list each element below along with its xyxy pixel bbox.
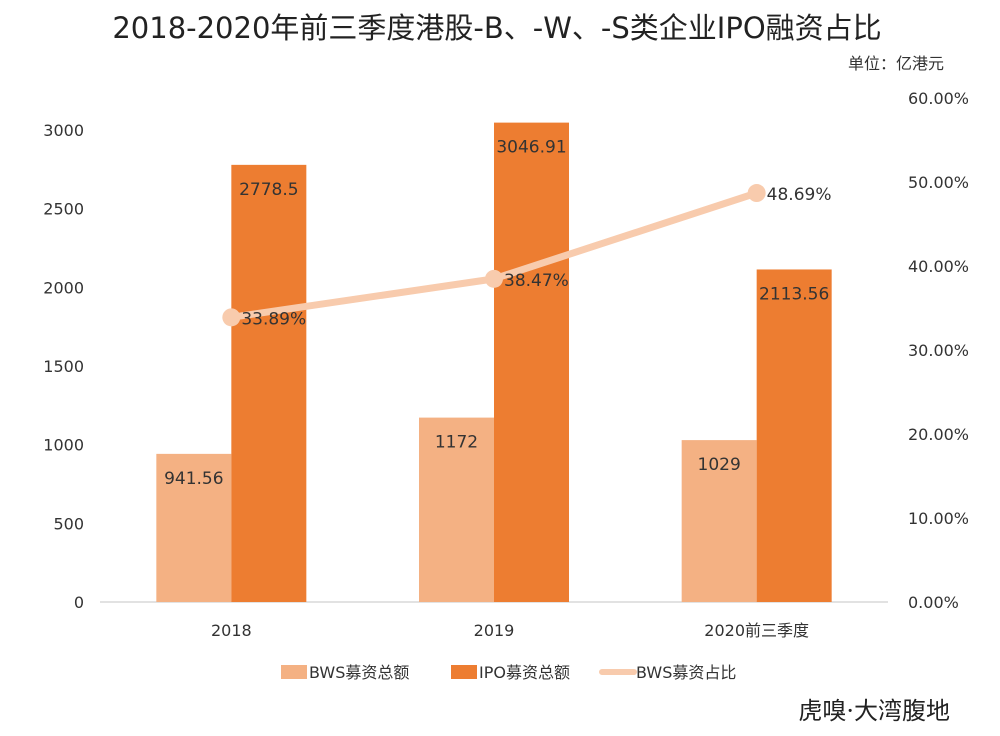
line-data-label: 33.89% bbox=[241, 309, 306, 329]
bar-data-label: 3046.91 bbox=[496, 138, 566, 158]
bar-data-label: 2113.56 bbox=[759, 284, 829, 304]
y-left-tick-label: 1000 bbox=[43, 436, 84, 455]
bars bbox=[156, 122, 832, 602]
bar-data-label: 2778.5 bbox=[239, 180, 298, 200]
bar-data-label: 941.56 bbox=[164, 469, 223, 489]
x-axis: 2018 2019 2020前三季度 bbox=[211, 621, 809, 640]
line-point bbox=[222, 308, 241, 327]
legend-swatch-bws-total bbox=[281, 665, 307, 679]
y-left-tick-label: 1500 bbox=[43, 357, 84, 376]
y-axis-right: 0.00% 10.00% 20.00% 30.00% 40.00% 50.00% 60.00… bbox=[908, 89, 969, 612]
y-left-tick-label: 2000 bbox=[43, 278, 84, 297]
bar-data-label: 1172 bbox=[435, 433, 478, 453]
y-left-tick-label: 500 bbox=[53, 514, 84, 533]
bar bbox=[681, 440, 757, 602]
y-left-tick-label: 0 bbox=[74, 593, 84, 612]
legend: BWS募资总额 IPO募资总额 BWS募资占比 bbox=[281, 663, 736, 682]
y-left-tick-label: 2500 bbox=[43, 200, 84, 219]
legend-label-bws-total: BWS募资总额 bbox=[309, 663, 409, 682]
bar-data-label: 1029 bbox=[698, 455, 741, 475]
bar bbox=[756, 269, 832, 602]
watermark-logo: 虎嗅·大湾腹地 bbox=[798, 697, 950, 725]
x-tick-label: 2019 bbox=[474, 621, 515, 640]
legend-label-ipo-total: IPO募资总额 bbox=[479, 663, 570, 682]
y-left-tick-label: 3000 bbox=[43, 121, 84, 140]
chart-title: 2018-2020年前三季度港股-B、-W、-S类企业IPO融资占比 bbox=[112, 11, 881, 45]
y-right-tick-label: 30.00% bbox=[908, 341, 969, 360]
y-right-tick-label: 20.00% bbox=[908, 425, 969, 444]
line-point bbox=[485, 269, 503, 288]
y-right-tick-label: 0.00% bbox=[908, 593, 959, 612]
line-data-label: 48.69% bbox=[767, 185, 832, 205]
legend-swatch-ipo-total bbox=[451, 665, 477, 679]
data-labels: 941.56 2778.5 1172 3046.91 1029 2113.56 33.89%… bbox=[164, 138, 831, 489]
x-tick-label: 2020前三季度 bbox=[704, 621, 809, 640]
x-tick-label: 2018 bbox=[211, 621, 252, 640]
y-axis-left: 0 500 1000 1500 2000 2500 3000 bbox=[43, 121, 84, 612]
bar bbox=[156, 453, 232, 602]
line-data-label: 38.47% bbox=[504, 271, 569, 291]
y-right-tick-label: 50.00% bbox=[908, 173, 969, 192]
y-right-tick-label: 40.00% bbox=[908, 257, 969, 276]
y-right-tick-label: 60.00% bbox=[908, 89, 969, 108]
legend-label-bws-ratio: BWS募资占比 bbox=[636, 663, 736, 682]
y-right-tick-label: 10.00% bbox=[908, 509, 969, 528]
line-series bbox=[222, 184, 766, 327]
line-point bbox=[747, 184, 766, 203]
bar bbox=[494, 122, 569, 602]
bar bbox=[419, 417, 494, 602]
unit-label: 单位：亿港元 bbox=[848, 54, 944, 73]
bar bbox=[231, 164, 307, 602]
